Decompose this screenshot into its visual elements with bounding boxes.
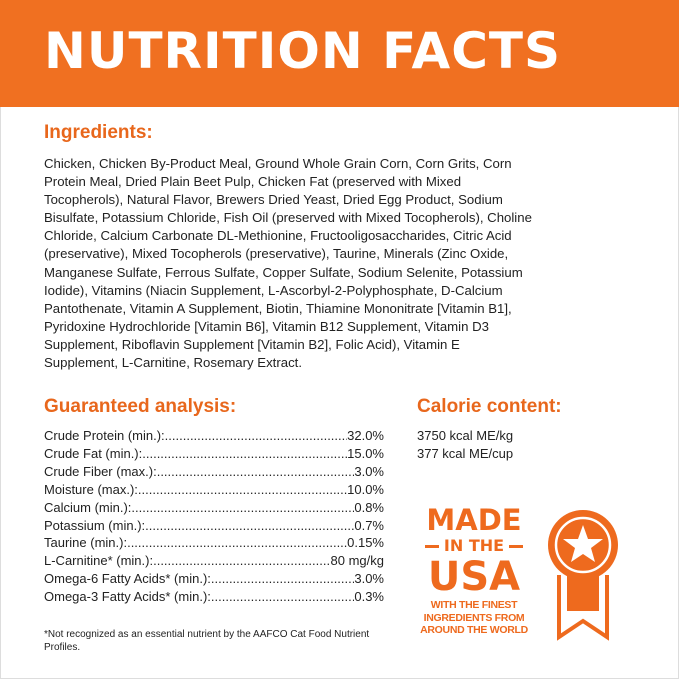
- dot-leader: [165, 427, 347, 445]
- nutrient-value: 0.3%: [354, 589, 384, 605]
- dot-leader: [211, 588, 354, 606]
- calorie-heading: Calorie content:: [417, 396, 562, 417]
- ingredients-line: Pyridoxine Hydrochloride [Vitamin B6], V…: [44, 318, 489, 334]
- analysis-row: Moisture (max.): 10.0%: [44, 481, 384, 499]
- logo-tagline: AROUND THE WORLD: [420, 624, 528, 636]
- analysis-row: Crude Protein (min.): 32.0%: [44, 427, 384, 445]
- analysis-row: Taurine (min.): 0.15%: [44, 534, 384, 552]
- nutrient-value: 0.15%: [347, 535, 384, 551]
- ingredients-line: Chloride, Calcium Carbonate DL-Methionin…: [44, 228, 512, 244]
- dot-leader: [127, 534, 347, 552]
- nutrient-label: Calcium (min.):: [44, 499, 132, 515]
- calorie-content: 3750 kcal ME/kg 377 kcal ME/cup: [417, 427, 513, 463]
- ingredients-line: Tocopherols), Natural Flavor, Brewers Dr…: [44, 192, 503, 208]
- nutrient-label: Crude Protein (min.):: [44, 428, 165, 443]
- calorie-per-cup: 377 kcal ME/cup: [417, 445, 514, 461]
- nutrient-label: Taurine (min.):: [44, 535, 128, 551]
- logo-usa: USA: [427, 554, 521, 600]
- nutrient-label: Moisture (max.):: [44, 481, 138, 497]
- dot-leader: [157, 463, 355, 481]
- nutrient-value: 0.7%: [354, 517, 384, 533]
- nutrient-value: 10.0%: [347, 481, 384, 497]
- award-ribbon-star-icon: [548, 510, 618, 641]
- ingredients-line: Bisulfate, Potassium Chloride, Fish Oil …: [44, 210, 532, 226]
- analysis-row: Omega-3 Fatty Acids* (min.): 0.3%: [44, 588, 384, 606]
- analysis-row: Calcium (min.): 0.8%: [44, 499, 384, 517]
- nutrient-value: 32.0%: [347, 428, 384, 443]
- dot-leader: [145, 517, 354, 535]
- ingredients-list: Chicken, Chicken By-Product Meal, Ground…: [44, 155, 532, 372]
- ingredients-line: Protein Meal, Dried Plain Beet Pulp, Chi…: [44, 174, 462, 190]
- nutrient-value: 3.0%: [354, 571, 384, 587]
- dot-leader: [211, 570, 354, 588]
- nutrient-value: 15.0%: [347, 445, 384, 461]
- ingredients-line: Chicken, Chicken By-Product Meal, Ground…: [44, 156, 512, 171]
- logo-in-the: IN THE: [410, 536, 538, 555]
- nutrient-label: Crude Fiber (max.):: [44, 463, 157, 479]
- made-in-usa-logo: MADE IN THE USA WITH THE FINEST INGREDIE…: [410, 504, 538, 637]
- analysis-row: L-Carnitine* (min.): 80 mg/kg: [44, 552, 384, 570]
- nutrient-label: Crude Fat (min.):: [44, 445, 143, 461]
- nutrient-value: 3.0%: [354, 463, 384, 479]
- analysis-table: Crude Protein (min.): 32.0% Crude Fat (min…: [44, 427, 384, 606]
- analysis-heading: Guaranteed analysis:: [44, 396, 237, 417]
- ingredients-heading: Ingredients:: [44, 122, 153, 143]
- analysis-row: Crude Fat (min.): 15.0%: [44, 445, 384, 463]
- logo-tagline: INGREDIENTS FROM: [423, 611, 525, 624]
- logo-made: MADE: [426, 503, 522, 537]
- footnote: *Not recognized as an essential nutrient…: [44, 629, 370, 653]
- dot-leader: [142, 445, 347, 463]
- dot-leader: [131, 499, 354, 517]
- ingredients-line: (preservative), Mixed Tocopherols (prese…: [44, 246, 509, 262]
- page-title: NUTRITION FACTS: [44, 22, 562, 80]
- logo-tagline: WITH THE FINEST: [430, 599, 518, 611]
- ingredients-line: Manganese Sulfate, Ferrous Sulfate, Copp…: [44, 264, 523, 280]
- nutrient-label: L-Carnitine* (min.):: [44, 553, 154, 569]
- calorie-per-kg: 3750 kcal ME/kg: [417, 428, 514, 443]
- nutrient-value: 80 mg/kg: [330, 553, 384, 569]
- header-banner: NUTRITION FACTS: [0, 0, 679, 107]
- nutrient-value: 0.8%: [354, 499, 384, 515]
- ingredients-line: Iodide), Vitamins (Niacin Supplement, L-…: [44, 282, 503, 298]
- analysis-row: Crude Fiber (max.): 3.0%: [44, 463, 384, 481]
- dot-leader: [153, 552, 330, 570]
- nutrient-label: Potassium (min.):: [44, 517, 146, 533]
- nutrient-label: Omega-6 Fatty Acids* (min.):: [44, 571, 211, 587]
- ingredients-line: Supplement, L-Carnitine, Rosemary Extrac…: [44, 355, 302, 371]
- ingredients-line: Supplement, Riboflavin Supplement [Vitam…: [44, 336, 460, 352]
- analysis-row: Potassium (min.): 0.7%: [44, 517, 384, 535]
- analysis-row: Omega-6 Fatty Acids* (min.): 3.0%: [44, 570, 384, 588]
- ingredients-line: Pantothenate, Vitamin A Supplement, Biot…: [44, 300, 512, 316]
- dot-leader: [138, 481, 347, 499]
- nutrient-label: Omega-3 Fatty Acids* (min.):: [44, 589, 211, 605]
